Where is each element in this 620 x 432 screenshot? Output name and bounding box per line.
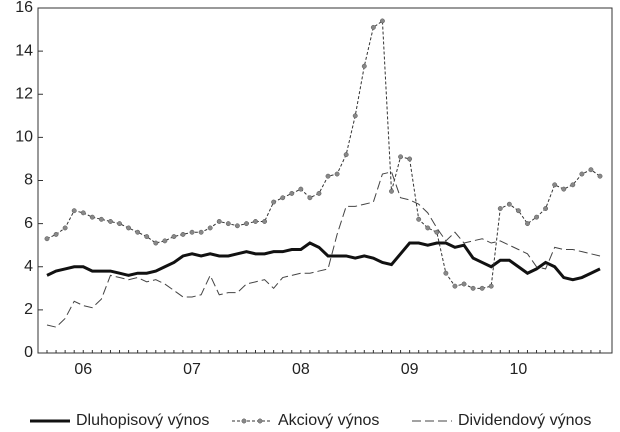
point-marker: [534, 214, 539, 220]
x-tick-label: 10: [510, 361, 528, 378]
y-tick-label: 14: [15, 42, 33, 59]
point-marker: [515, 208, 521, 214]
y-tick-label: 12: [15, 85, 33, 102]
legend-label: Dluhopisový výnos: [76, 412, 209, 429]
point-marker: [71, 208, 77, 214]
series-line: [46, 241, 601, 282]
y-tick-label: 0: [24, 344, 33, 361]
y-tick-label: 16: [15, 0, 33, 16]
legend-marker: [257, 418, 263, 424]
point-marker: [62, 225, 68, 231]
point-marker: [243, 221, 249, 227]
point-marker: [497, 206, 503, 211]
point-marker: [162, 238, 168, 244]
point-marker: [570, 182, 576, 188]
point-marker: [80, 210, 86, 216]
point-marker: [280, 195, 286, 201]
point-marker: [361, 63, 367, 69]
y-tick-label: 10: [15, 129, 33, 146]
point-marker: [352, 113, 358, 119]
point-marker: [343, 152, 349, 158]
point-marker: [298, 186, 304, 192]
point-marker: [126, 225, 132, 231]
point-marker: [171, 234, 177, 240]
point-marker: [488, 283, 494, 289]
point-marker: [579, 171, 585, 177]
point-marker: [144, 234, 150, 240]
point-marker: [452, 283, 458, 289]
point-marker: [479, 285, 485, 291]
point-marker: [271, 199, 277, 205]
point-marker: [370, 24, 376, 30]
point-marker: [253, 219, 258, 224]
point-marker: [216, 219, 222, 224]
point-marker: [153, 240, 159, 246]
point-marker: [108, 219, 113, 224]
y-tick-label: 6: [24, 215, 33, 232]
x-tick-label: 09: [401, 361, 419, 378]
point-marker: [543, 206, 549, 211]
legend-label: Dividendový výnos: [458, 412, 591, 429]
point-marker: [289, 190, 295, 196]
point-marker: [234, 223, 240, 229]
point-marker: [407, 156, 413, 162]
point-marker: [53, 231, 59, 237]
x-tick-label: 07: [183, 361, 201, 378]
legend-label: Akciový výnos: [278, 412, 379, 429]
point-marker: [588, 167, 594, 173]
legend-marker: [241, 418, 247, 424]
y-tick-label: 4: [24, 258, 33, 275]
point-marker: [307, 195, 313, 201]
point-marker: [198, 229, 204, 235]
point-marker: [398, 154, 404, 160]
point-marker: [334, 171, 340, 177]
point-marker: [316, 190, 322, 196]
x-tick-label: 06: [74, 361, 92, 378]
point-marker: [189, 229, 195, 235]
point-marker: [379, 18, 385, 24]
point-marker: [506, 201, 512, 207]
point-marker: [389, 188, 394, 194]
point-marker: [180, 231, 186, 237]
point-marker: [434, 229, 440, 235]
point-marker: [443, 270, 449, 276]
series-line: [46, 171, 601, 328]
point-marker: [207, 225, 213, 231]
point-marker: [416, 216, 422, 222]
point-marker: [470, 285, 476, 291]
x-tick-label: 08: [292, 361, 310, 378]
point-marker: [44, 236, 50, 242]
point-marker: [98, 216, 104, 222]
point-marker: [117, 221, 122, 227]
series-line: [46, 20, 601, 289]
point-marker: [425, 225, 431, 231]
point-marker: [135, 229, 141, 235]
y-tick-label: 2: [24, 301, 33, 318]
point-marker: [225, 221, 231, 227]
point-marker: [262, 219, 268, 224]
y-tick-label: 8: [24, 172, 33, 189]
plot-frame: [37, 7, 613, 354]
point-marker: [561, 186, 567, 192]
point-marker: [552, 182, 558, 188]
point-marker: [597, 173, 603, 179]
point-marker: [525, 221, 530, 227]
point-marker: [461, 281, 467, 287]
point-marker: [89, 214, 95, 220]
point-marker: [325, 173, 331, 179]
